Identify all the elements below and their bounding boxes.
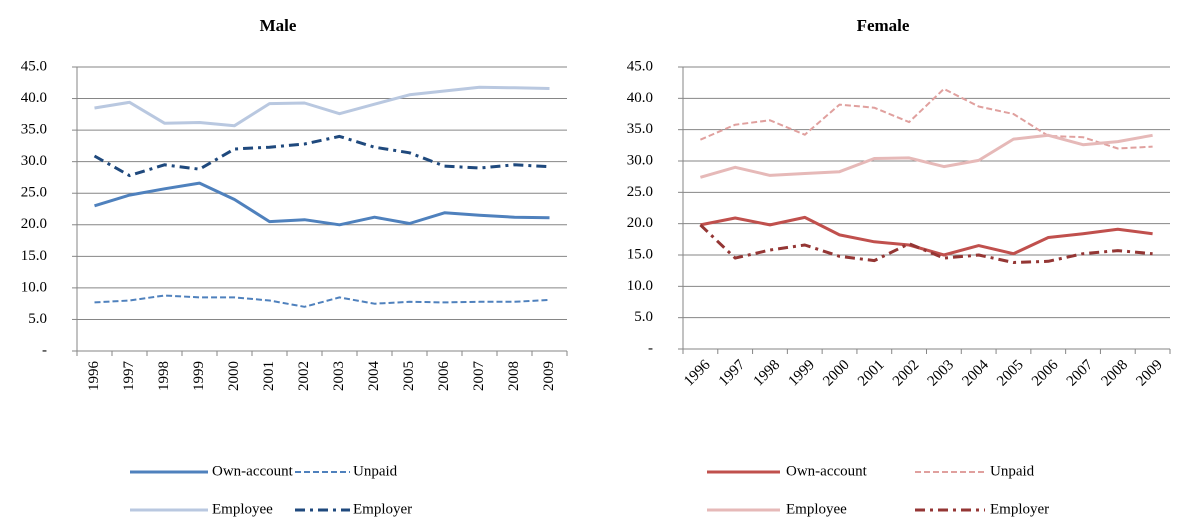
legend-label: Own-account bbox=[212, 463, 294, 479]
y-tick-label: 45.0 bbox=[21, 58, 47, 74]
x-tick-label: 2003 bbox=[925, 357, 958, 390]
y-tick-label: 5.0 bbox=[634, 309, 653, 325]
x-tick-label: 1996 bbox=[86, 361, 102, 392]
x-tick-label: 1999 bbox=[785, 357, 818, 390]
series-line bbox=[94, 85, 550, 128]
y-tick-label: 45.0 bbox=[627, 58, 653, 74]
series-line bbox=[94, 294, 550, 308]
x-tick-label: 1999 bbox=[191, 361, 207, 391]
x-tick-label: 2007 bbox=[1064, 357, 1097, 390]
x-tick-label: 1997 bbox=[716, 357, 749, 390]
y-tick-label: 5.0 bbox=[28, 311, 47, 327]
series-line bbox=[700, 87, 1153, 150]
x-tick-label: 2000 bbox=[226, 361, 242, 391]
y-tick-label: 25.0 bbox=[21, 185, 47, 201]
x-tick-label: 2001 bbox=[261, 361, 277, 391]
x-tick-label: 2002 bbox=[296, 361, 312, 391]
y-tick-label: 30.0 bbox=[21, 153, 47, 169]
y-tick-label: 35.0 bbox=[627, 121, 653, 137]
y-tick-label: 10.0 bbox=[627, 278, 653, 294]
chart-title: Male bbox=[260, 16, 297, 35]
series-line bbox=[699, 133, 1153, 179]
legend-label: Employer bbox=[990, 501, 1049, 517]
x-tick-label: 2009 bbox=[541, 361, 557, 391]
series-line bbox=[699, 223, 1153, 264]
y-tick-label: - bbox=[648, 340, 653, 356]
x-tick-label: 1998 bbox=[751, 357, 784, 390]
y-tick-label: 10.0 bbox=[21, 279, 47, 295]
y-tick-label: 35.0 bbox=[21, 122, 47, 138]
x-tick-label: 1996 bbox=[681, 357, 714, 390]
legend-label: Unpaid bbox=[990, 463, 1035, 479]
x-tick-label: 2007 bbox=[471, 361, 487, 392]
y-tick-label: 40.0 bbox=[627, 90, 653, 106]
chart-title: Female bbox=[857, 16, 910, 35]
x-tick-label: 2005 bbox=[401, 361, 417, 391]
x-tick-label: 2008 bbox=[506, 361, 522, 391]
x-tick-label: 2006 bbox=[436, 361, 452, 392]
y-tick-label: 15.0 bbox=[21, 248, 47, 264]
x-tick-label: 1998 bbox=[156, 361, 172, 391]
legend-label: Employer bbox=[353, 501, 412, 517]
x-tick-label: 2004 bbox=[366, 361, 382, 392]
x-tick-label: 1997 bbox=[121, 361, 137, 392]
legend-label: Employee bbox=[786, 501, 847, 517]
x-tick-label: 2003 bbox=[331, 361, 347, 391]
x-tick-label: 2000 bbox=[820, 357, 853, 390]
y-tick-label: 25.0 bbox=[627, 184, 653, 200]
legend-label: Own-account bbox=[786, 463, 868, 479]
x-tick-label: 2001 bbox=[855, 357, 888, 390]
x-tick-label: 2005 bbox=[994, 357, 1027, 390]
series-line bbox=[94, 181, 550, 227]
y-tick-label: 20.0 bbox=[627, 215, 653, 231]
y-tick-label: 15.0 bbox=[627, 246, 653, 262]
series-line bbox=[93, 134, 550, 178]
y-tick-label: - bbox=[42, 342, 47, 358]
legend-label: Unpaid bbox=[353, 463, 398, 479]
legend-label: Employee bbox=[212, 501, 273, 517]
x-tick-label: 2002 bbox=[890, 357, 923, 390]
x-tick-label: 2008 bbox=[1099, 357, 1132, 390]
y-tick-label: 40.0 bbox=[21, 90, 47, 106]
x-tick-label: 2006 bbox=[1029, 357, 1062, 390]
x-tick-label: 2004 bbox=[959, 357, 992, 390]
y-tick-label: 20.0 bbox=[21, 216, 47, 232]
x-tick-label: 2009 bbox=[1133, 357, 1166, 390]
y-tick-label: 30.0 bbox=[627, 152, 653, 168]
